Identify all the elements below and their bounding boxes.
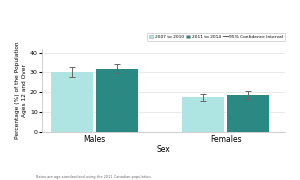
Bar [51, 72, 93, 132]
Bar [182, 97, 224, 132]
Text: Rates are age-standardized using the 2011 Canadian population.: Rates are age-standardized using the 201… [36, 175, 152, 179]
X-axis label: Sex: Sex [157, 145, 170, 154]
Y-axis label: Percentage (%) of the Population
Ages 12 and Over: Percentage (%) of the Population Ages 12… [15, 42, 27, 139]
Legend: 2007 to 2010, 2011 to 2014, 95% Confidence Interval: 2007 to 2010, 2011 to 2014, 95% Confiden… [147, 33, 285, 41]
Bar [96, 69, 138, 132]
Bar [227, 95, 269, 132]
